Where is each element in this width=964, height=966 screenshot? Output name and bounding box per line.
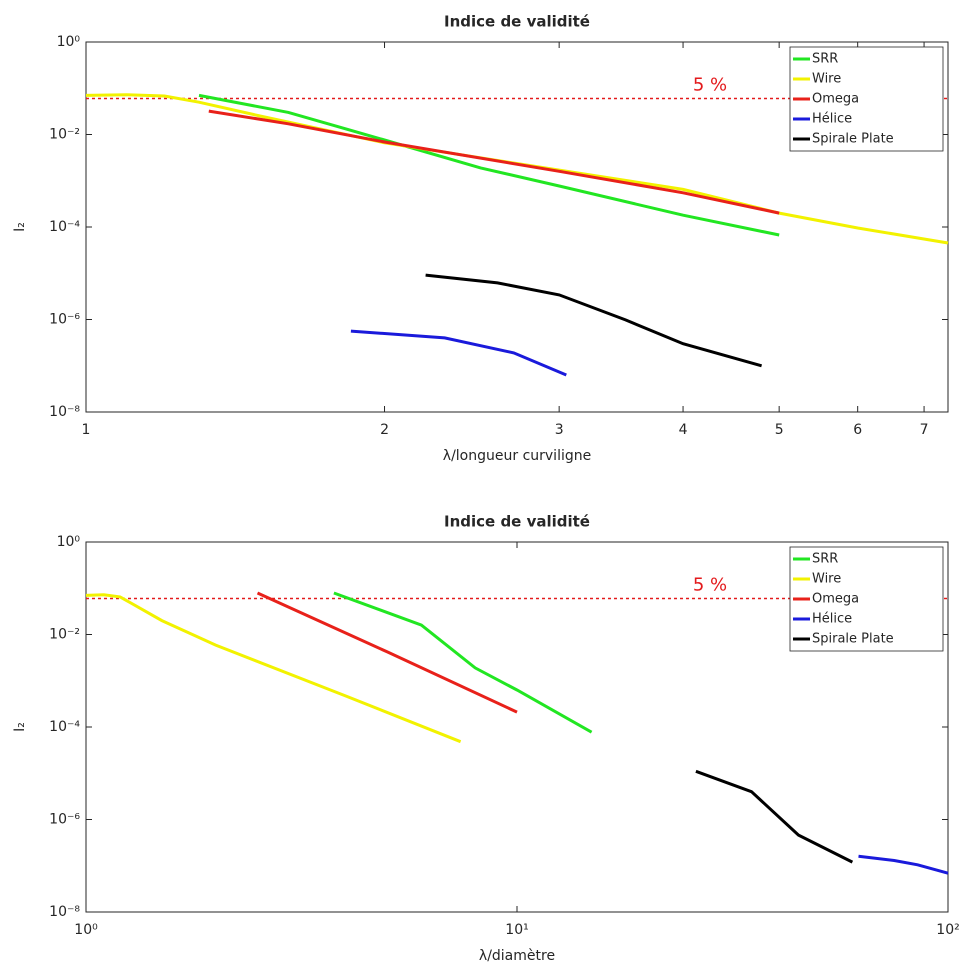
y-tick-label: 10⁰ [57, 534, 81, 550]
series-line [695, 769, 854, 864]
threshold-label: 5 % [693, 75, 727, 96]
y-tick-label: 10⁻² [49, 627, 80, 643]
legend-box [789, 46, 944, 152]
legend-label: Spirale Plate [812, 132, 894, 147]
y-tick-label: 10⁻⁴ [49, 719, 80, 735]
legend-label: Spirale Plate [812, 632, 894, 647]
chart-title: Indice de validité [444, 13, 590, 31]
x-tick-label: 6 [853, 422, 862, 438]
x-tick-label: 10² [936, 922, 959, 938]
threshold-label: 5 % [693, 575, 727, 596]
y-tick-label: 10⁻⁸ [49, 904, 80, 920]
legend-box [789, 546, 944, 652]
series-line [256, 591, 518, 714]
series-line [333, 591, 593, 734]
y-axis-label: I₂ [12, 722, 28, 732]
chart-title: Indice de validité [444, 513, 590, 531]
x-tick-label: 4 [679, 422, 688, 438]
y-axis-label: I₂ [12, 222, 28, 232]
x-tick-label: 10⁰ [74, 922, 98, 938]
series-line [858, 854, 949, 875]
x-tick-label: 7 [920, 422, 929, 438]
x-axis-label: λ/diamètre [479, 948, 555, 964]
legend-label: SRR [812, 552, 838, 567]
legend-label: Wire [812, 572, 841, 587]
y-tick-label: 10⁻⁶ [49, 312, 80, 328]
x-axis-label: λ/longueur curviligne [443, 448, 591, 464]
legend-label: SRR [812, 52, 838, 67]
y-tick-label: 10⁻⁶ [49, 812, 80, 828]
series-line [350, 329, 567, 377]
y-tick-label: 10⁻⁸ [49, 404, 80, 420]
series-line [425, 273, 763, 368]
legend-label: Omega [812, 92, 859, 107]
y-tick-label: 10⁻² [49, 127, 80, 143]
y-tick-label: 10⁰ [57, 34, 81, 50]
series-line [208, 109, 780, 215]
legend-label: Hélice [812, 612, 852, 627]
x-tick-label: 3 [555, 422, 564, 438]
y-tick-label: 10⁻⁴ [49, 219, 80, 235]
legend-label: Omega [812, 592, 859, 607]
legend-label: Wire [812, 72, 841, 87]
x-tick-label: 5 [775, 422, 784, 438]
x-tick-label: 1 [82, 422, 91, 438]
x-tick-label: 10¹ [505, 922, 528, 938]
series-line [198, 93, 780, 237]
x-tick-label: 2 [380, 422, 389, 438]
legend-label: Hélice [812, 112, 852, 127]
series-line [85, 593, 462, 744]
